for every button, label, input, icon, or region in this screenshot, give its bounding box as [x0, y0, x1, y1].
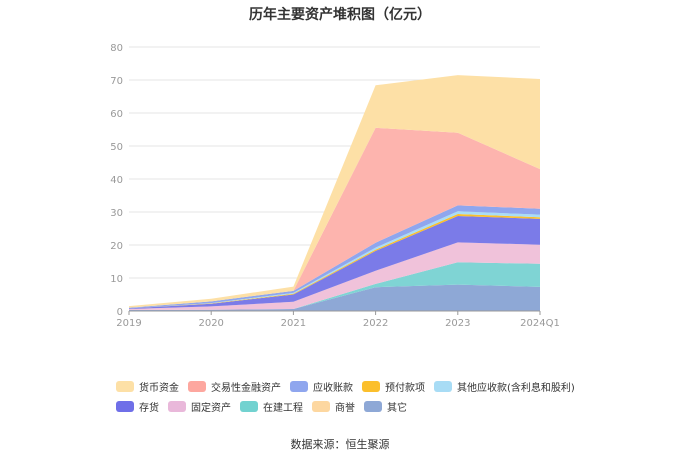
legend-item[interactable]: 固定资产 [168, 399, 231, 414]
legend-label: 预付款项 [385, 382, 425, 394]
legend-label: 应收账款 [313, 382, 353, 394]
legend-label: 存货 [139, 402, 159, 414]
legend-label: 商誉 [335, 402, 355, 414]
legend-swatch [168, 400, 186, 412]
legend-item[interactable]: 存货 [116, 399, 159, 414]
legend-item[interactable]: 商誉 [312, 399, 355, 414]
x-tick-label: 2019 [116, 318, 141, 329]
x-tick-label: 2022 [363, 318, 388, 329]
legend-item[interactable]: 预付款项 [362, 379, 425, 394]
y-tick-label: 0 [117, 307, 123, 318]
legend-label: 在建工程 [263, 402, 303, 414]
legend-item[interactable]: 其他应收款(含利息和股利) [434, 379, 575, 394]
legend-swatch [116, 400, 134, 412]
legend-label: 固定资产 [191, 402, 231, 414]
area-固定资产 [129, 242, 540, 310]
legend-swatch [312, 400, 330, 412]
legend-row: 存货 固定资产 在建工程 商誉 其它 [116, 396, 586, 416]
legend-swatch [116, 380, 134, 392]
chart-title: 历年主要资产堆积图（亿元） [249, 7, 431, 23]
axes: 0 10 20 30 40 50 60 70 80 2019 2020 2021 2022 2023 202… [110, 43, 560, 329]
legend-item[interactable]: 在建工程 [240, 399, 303, 414]
y-tick-label: 70 [110, 76, 123, 87]
area-在建工程 [129, 262, 540, 310]
legend: 货币资金 交易性金融资产 应收账款 预付款项 其他应收款(含利息和股利) 存货 固定资产 在建… [116, 376, 586, 416]
x-tick-label: 2021 [281, 318, 306, 329]
stacked-area-chart: 0 10 20 30 40 50 60 70 80 2019 2020 2021 2022 2023 202… [110, 43, 560, 329]
legend-swatch [434, 380, 452, 392]
area-其它 [129, 284, 540, 311]
source-note: 数据来源：恒生聚源 [290, 438, 390, 451]
legend-swatch [188, 380, 206, 392]
y-tick-label: 10 [110, 274, 123, 285]
legend-row: 货币资金 交易性金融资产 应收账款 预付款项 其他应收款(含利息和股利) [116, 376, 586, 396]
x-tick-label: 2023 [445, 318, 470, 329]
legend-swatch [240, 400, 258, 412]
legend-item[interactable]: 其它 [364, 399, 407, 414]
y-tick-label: 50 [110, 142, 123, 153]
area-layers [129, 75, 540, 311]
area-存货 [129, 216, 540, 309]
y-tick-label: 80 [110, 43, 123, 54]
legend-item[interactable]: 交易性金融资产 [188, 379, 281, 394]
legend-swatch [290, 380, 308, 392]
y-tick-label: 30 [110, 208, 123, 219]
x-tick-label: 2024Q1 [520, 318, 560, 329]
y-tick-label: 60 [110, 109, 123, 120]
legend-label: 其它 [387, 402, 407, 414]
legend-label: 货币资金 [139, 382, 179, 394]
legend-label: 交易性金融资产 [211, 382, 281, 394]
legend-item[interactable]: 货币资金 [116, 379, 179, 394]
area-货币资金 [129, 75, 540, 308]
legend-label: 其他应收款(含利息和股利) [457, 382, 575, 394]
area-交易性金融资产 [129, 127, 540, 308]
legend-swatch [362, 380, 380, 392]
y-tick-label: 20 [110, 241, 123, 252]
x-tick-label: 2020 [198, 318, 223, 329]
y-tick-label: 40 [110, 175, 123, 186]
legend-swatch [364, 400, 382, 412]
legend-item[interactable]: 应收账款 [290, 379, 353, 394]
